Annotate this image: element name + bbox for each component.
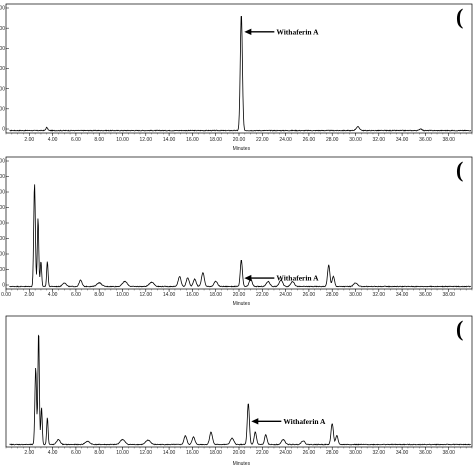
x-tick-label: 10.00 — [116, 137, 129, 143]
x-axis-title: Minutes — [233, 461, 251, 467]
x-tick-label: 14.00 — [163, 292, 176, 298]
x-tick-label: 14.00 — [163, 450, 176, 456]
x-tick-label: 20.00 — [233, 450, 246, 456]
panel-label: ( — [456, 4, 463, 29]
x-tick-label: 24.00 — [279, 450, 292, 456]
y-tick-label: 0.00 — [0, 107, 5, 113]
annotation-arrowhead — [251, 418, 259, 425]
y-tick-label: 0.00 — [0, 236, 5, 242]
annotation-arrowhead — [244, 28, 252, 36]
x-tick-label: 22.00 — [256, 137, 269, 143]
x-tick-label: 38.00 — [442, 450, 455, 456]
x-tick-label: 30.00 — [349, 450, 362, 456]
x-tick-label: 22.00 — [256, 450, 269, 456]
x-tick-label: 4.00 — [48, 450, 58, 456]
x-tick-label: 32.00 — [373, 137, 386, 143]
x-tick-label: 0.00 — [1, 292, 11, 298]
x-tick-label: 34.00 — [396, 137, 409, 143]
chromatogram-trace — [9, 334, 471, 446]
x-tick-label: 26.00 — [303, 137, 316, 143]
x-tick-label: 12.00 — [140, 292, 153, 298]
x-tick-label: 28.00 — [326, 450, 339, 456]
x-tick-label: 32.00 — [373, 292, 386, 298]
x-tick-label: 16.00 — [186, 137, 199, 143]
x-tick-label: 14.00 — [163, 137, 176, 143]
x-tick-label: 38.00 — [442, 292, 455, 298]
x-tick-label: 4.00 — [48, 137, 58, 143]
x-tick-label: 30.00 — [349, 292, 362, 298]
x-tick-label: 38.00 — [442, 137, 455, 143]
y-tick-label: 0.00 — [0, 66, 5, 72]
annotation-arrowhead — [244, 274, 252, 282]
annotation-label: Withaferin A — [276, 274, 319, 283]
x-tick-label: 10.00 — [116, 292, 129, 298]
y-tick-label: 0.00 — [0, 159, 5, 165]
panel-label: ( — [456, 157, 463, 182]
x-tick-label: 24.00 — [279, 292, 292, 298]
x-tick-label: 8.00 — [94, 137, 104, 143]
plot-frame-3 — [5, 315, 473, 448]
y-tick-label: 0.00 — [0, 190, 5, 196]
x-tick-label: 16.00 — [186, 450, 199, 456]
y-tick-label: 0.00 — [0, 221, 5, 227]
chromatogram-trace — [9, 184, 471, 288]
y-tick-label: 0.00 — [0, 46, 5, 52]
annotation-label: Withaferin A — [283, 417, 326, 426]
x-tick-label: 2.00 — [24, 450, 34, 456]
chromatogram-trace — [9, 15, 472, 132]
x-tick-label: 24.00 — [279, 137, 292, 143]
x-tick-label: 2.00 — [24, 137, 34, 143]
y-tick-label: 0.00 — [0, 174, 5, 180]
x-tick-label: 10.00 — [116, 450, 129, 456]
x-tick-label: 36.00 — [419, 292, 432, 298]
x-tick-label: 30.00 — [349, 137, 362, 143]
x-tick-label: 28.00 — [326, 292, 339, 298]
y-tick-label: 0.00 — [0, 6, 5, 12]
x-tick-label: 6.00 — [71, 137, 81, 143]
x-tick-label: 18.00 — [209, 450, 222, 456]
x-tick-label: 34.00 — [396, 292, 409, 298]
x-tick-label: 28.00 — [326, 137, 339, 143]
panel-label: ( — [456, 316, 463, 341]
y-tick-label: 0.00 — [0, 252, 5, 258]
x-tick-label: 18.00 — [209, 137, 222, 143]
x-tick-label: 6.00 — [71, 292, 81, 298]
x-axis-title: Minutes — [233, 301, 251, 307]
x-tick-label: 22.00 — [256, 292, 269, 298]
x-tick-label: 36.00 — [419, 137, 432, 143]
y-tick-label: 0.00 — [0, 267, 5, 273]
x-tick-label: 26.00 — [303, 292, 316, 298]
y-tick-label: 0.00 — [0, 26, 5, 32]
x-tick-label: 2.00 — [24, 292, 34, 298]
x-tick-label: 6.00 — [71, 450, 81, 456]
x-tick-label: 12.00 — [140, 137, 153, 143]
plot-frame-2 — [5, 156, 473, 290]
x-tick-label: 12.00 — [140, 450, 153, 456]
x-tick-label: 20.00 — [233, 137, 246, 143]
x-tick-label: 8.00 — [94, 292, 104, 298]
y-tick-label: 0.00 — [0, 86, 5, 92]
y-tick-label: 0 — [2, 127, 5, 133]
x-axis-title: Minutes — [233, 146, 251, 152]
x-tick-label: 32.00 — [373, 450, 386, 456]
x-tick-label: 34.00 — [396, 450, 409, 456]
x-tick-label: 18.00 — [209, 292, 222, 298]
x-tick-label: 16.00 — [186, 292, 199, 298]
y-tick-label: 0 — [2, 283, 5, 289]
x-tick-label: 36.00 — [419, 450, 432, 456]
y-tick-label: 0.00 — [0, 205, 5, 211]
annotation-label: Withaferin A — [276, 27, 319, 36]
x-tick-label: 26.00 — [303, 450, 316, 456]
x-tick-label: 20.00 — [233, 292, 246, 298]
x-tick-label: 8.00 — [94, 450, 104, 456]
x-tick-label: 4.00 — [48, 292, 58, 298]
